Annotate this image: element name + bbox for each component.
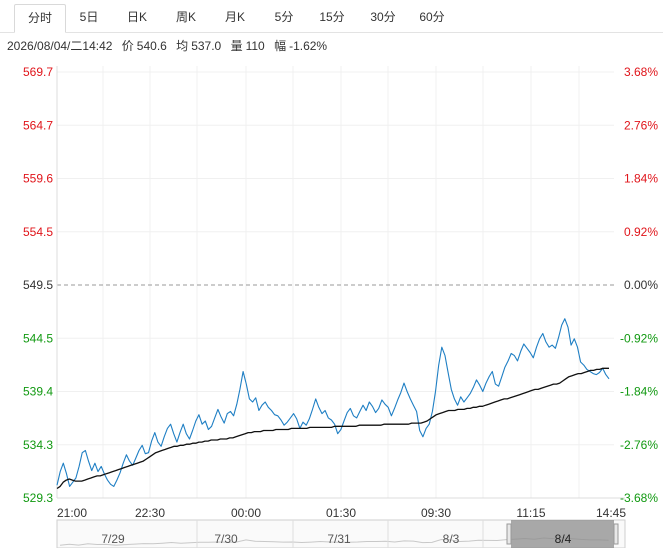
info-volume: 110 bbox=[245, 39, 265, 53]
pct-tick-label: 0.92% bbox=[624, 225, 658, 239]
info-datetime: 2026/08/04/二14:42 bbox=[7, 39, 113, 53]
tab-2[interactable]: 日K bbox=[126, 10, 147, 24]
navigator-selected-range bbox=[511, 520, 614, 548]
y-tick-label: 559.6 bbox=[23, 172, 53, 186]
tab-4[interactable]: 月K bbox=[224, 10, 245, 24]
info-avg-label: 均 bbox=[176, 39, 189, 53]
navigator-date-label: 7/30 bbox=[214, 532, 238, 546]
navigator-date-label: 7/31 bbox=[327, 532, 351, 546]
pct-tick-label: 0.00% bbox=[624, 278, 658, 292]
tab-1[interactable]: 5日 bbox=[79, 10, 99, 24]
y-tick-label: 539.4 bbox=[23, 385, 53, 399]
x-tick-label: 01:30 bbox=[326, 506, 356, 520]
avg-price-line bbox=[56, 367, 609, 490]
pct-tick-label: -0.92% bbox=[620, 331, 658, 345]
pct-tick-label: 2.76% bbox=[624, 118, 658, 132]
x-tick-label: 09:30 bbox=[421, 506, 451, 520]
pct-tick-label: 3.68% bbox=[624, 65, 658, 79]
date-navigator[interactable]: 7/29 7/30 7/31 8/3 8/4 bbox=[56, 519, 626, 548]
tab-7[interactable]: 30分 bbox=[370, 10, 396, 24]
info-volume-label: 量 bbox=[230, 39, 243, 53]
x-tick-label: 00:00 bbox=[231, 506, 261, 520]
pct-tick-label: -1.84% bbox=[620, 385, 658, 399]
navigator-date-label: 8/3 bbox=[443, 532, 460, 546]
y-tick-label: 569.7 bbox=[23, 65, 53, 79]
navigator-date-label: 8/4 bbox=[555, 532, 572, 546]
tab-8[interactable]: 60分 bbox=[419, 10, 445, 24]
y-tick-label: 564.7 bbox=[23, 118, 53, 132]
tab-0[interactable]: 分时 bbox=[14, 4, 66, 33]
info-change: -1.62% bbox=[289, 39, 328, 53]
quote-info-bar: 2026/08/04/二14:42 价 540.6 均 537.0 量 110 幅 -1… bbox=[7, 37, 333, 54]
y-tick-label: 529.3 bbox=[23, 491, 53, 505]
navigator-right-handle[interactable] bbox=[613, 523, 619, 545]
pct-tick-label: -2.76% bbox=[620, 438, 658, 452]
tab-5[interactable]: 5分 bbox=[274, 10, 294, 24]
price-line bbox=[56, 318, 610, 487]
info-price-label: 价 bbox=[121, 39, 134, 53]
tab-3[interactable]: 周K bbox=[175, 10, 196, 24]
info-change-label: 幅 bbox=[274, 39, 287, 53]
navigator-left-handle[interactable] bbox=[506, 523, 512, 545]
tab-6[interactable]: 15分 bbox=[319, 10, 345, 24]
pct-tick-label: 1.84% bbox=[624, 172, 658, 186]
x-tick-label: 22:30 bbox=[135, 506, 165, 520]
y-tick-label: 544.5 bbox=[23, 331, 53, 345]
navigator-date-label: 7/29 bbox=[101, 532, 125, 546]
x-tick-label: 11:15 bbox=[516, 506, 545, 520]
info-avg: 537.0 bbox=[191, 39, 222, 53]
y-tick-label: 554.5 bbox=[23, 225, 53, 239]
y-tick-label: 549.5 bbox=[23, 278, 53, 292]
period-tab-bar: 分时 5日 日K 周K 月K 5分 15分 30分 60分 bbox=[0, 0, 663, 33]
y-tick-label: 534.3 bbox=[23, 438, 53, 452]
info-price: 540.6 bbox=[136, 39, 167, 53]
x-tick-label: 21:00 bbox=[57, 506, 87, 520]
pct-tick-label: -3.68% bbox=[620, 491, 658, 505]
x-tick-label: 14:45 bbox=[596, 506, 626, 520]
